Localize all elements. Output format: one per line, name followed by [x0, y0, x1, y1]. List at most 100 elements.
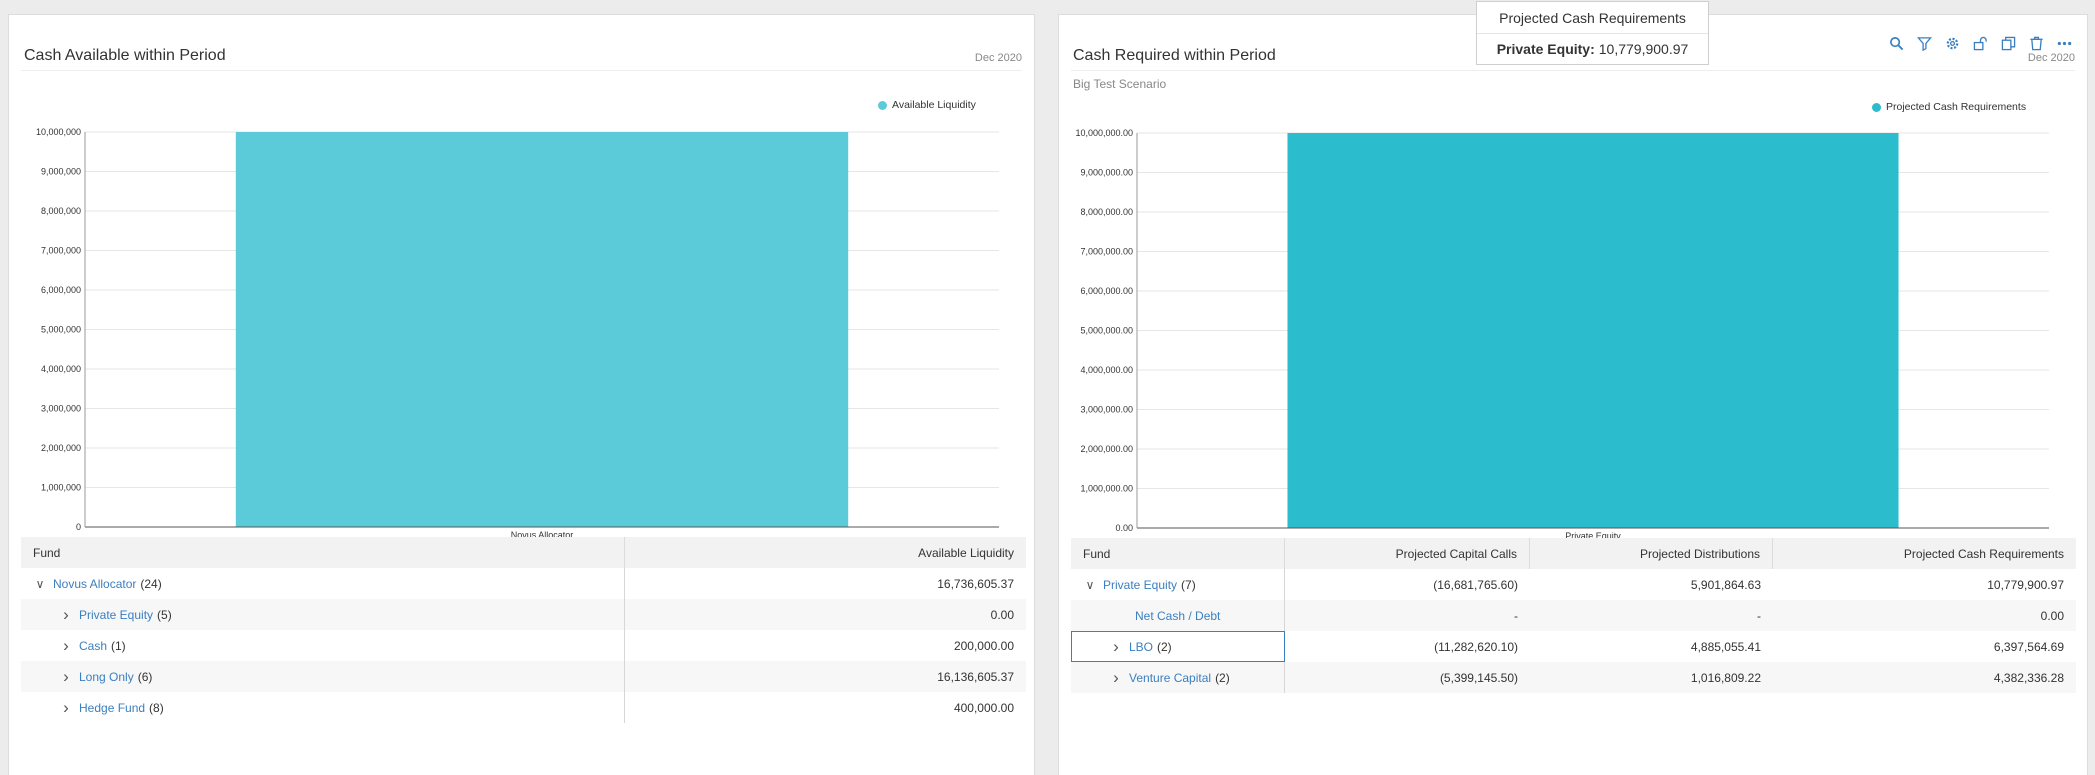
- chevron-right-icon[interactable]: ›: [63, 666, 69, 686]
- available-liquidity-grid: Fund Available Liquidity ∨ Novus Allocato…: [21, 537, 1026, 723]
- value-cell: (16,681,765.60): [1433, 577, 1518, 592]
- y-tick-label: 0: [76, 522, 81, 532]
- chevron-right-icon[interactable]: ›: [63, 604, 69, 624]
- table-row[interactable]: › LBO (2) (11,282,620.10) 4,885,055.41 6,397,…: [1071, 631, 2076, 662]
- divider: [21, 70, 1022, 71]
- more-icon[interactable]: [2056, 35, 2073, 52]
- value-cell: -: [1514, 608, 1518, 623]
- fund-count: (8): [149, 700, 164, 715]
- chevron-right-icon[interactable]: ›: [1113, 667, 1119, 687]
- tooltip-label: Private Equity:: [1496, 41, 1595, 57]
- fund-link[interactable]: Net Cash / Debt: [1135, 608, 1221, 623]
- fund-link[interactable]: Private Equity: [1103, 577, 1178, 592]
- fund-link[interactable]: Cash: [79, 638, 108, 653]
- unlock-icon[interactable]: [1972, 35, 1989, 52]
- table-row[interactable]: › Hedge Fund (8) 400,000.00: [21, 692, 1026, 723]
- legend-label: Available Liquidity: [892, 99, 976, 111]
- filter-icon[interactable]: [1916, 35, 1933, 52]
- table-row[interactable]: › Long Only (6) 16,136,605.37: [21, 661, 1026, 692]
- column-header-projected-cash-requirements[interactable]: Projected Cash Requirements: [1903, 546, 2064, 561]
- chevron-right-icon[interactable]: ›: [63, 697, 69, 717]
- chart-legend[interactable]: Projected Cash Requirements: [1872, 101, 2026, 113]
- fund-count: (1): [111, 638, 126, 653]
- search-icon[interactable]: [1888, 35, 1905, 52]
- table-row[interactable]: › Cash (1) 200,000.00: [21, 630, 1026, 661]
- tooltip-title: Projected Cash Requirements: [1477, 2, 1708, 34]
- y-tick-label: 3,000,000.00: [1080, 405, 1133, 415]
- table-row[interactable]: Net Cash / Debt - - 0.00: [1071, 600, 2076, 631]
- available-liquidity-chart: 0 1,000,000 2,000,000 3,000,000 4,000,000 5,0…: [36, 127, 999, 540]
- y-tick-label: 10,000,000: [36, 127, 81, 137]
- legend-label: Projected Cash Requirements: [1886, 101, 2027, 113]
- fund-cell[interactable]: ∨ Private Equity (7): [1071, 569, 1285, 600]
- panel-toolbar: [1888, 35, 2073, 52]
- table-row[interactable]: ∨ Novus Allocator (24) 16,736,605.37: [21, 568, 1026, 599]
- table-row[interactable]: › Venture Capital (2) (5,399,145.50) 1,016,8…: [1071, 662, 2076, 693]
- table-row[interactable]: › Private Equity (5) 0.00: [21, 599, 1026, 630]
- column-header-projected-capital-calls[interactable]: Projected Capital Calls: [1285, 538, 1530, 569]
- divider: [1071, 70, 2075, 71]
- panel-subtitle: Big Test Scenario: [1073, 77, 1167, 91]
- y-tick-label: 10,000,000.00: [1075, 128, 1133, 138]
- y-tick-label: 4,000,000: [41, 364, 81, 374]
- value-cell: 16,136,605.37: [937, 669, 1014, 684]
- y-tick-label: 9,000,000.00: [1080, 168, 1133, 178]
- fund-link[interactable]: Long Only: [79, 669, 134, 684]
- fund-count: (6): [137, 669, 153, 684]
- fund-count: (24): [140, 576, 162, 591]
- panel-title: Cash Available within Period: [24, 47, 226, 64]
- fund-cell[interactable]: ∨ Novus Allocator (24): [21, 568, 625, 599]
- chevron-down-icon[interactable]: ∨: [35, 576, 45, 591]
- fund-cell[interactable]: Net Cash / Debt: [1071, 600, 1285, 631]
- chevron-down-icon[interactable]: ∨: [1085, 577, 1095, 592]
- column-header-projected-distributions[interactable]: Projected Distributions: [1530, 538, 1773, 569]
- copy-icon[interactable]: [2000, 35, 2017, 52]
- value-cell: 0.00: [990, 607, 1014, 622]
- y-tick-label: 2,000,000: [41, 443, 81, 453]
- fund-link[interactable]: Novus Allocator: [53, 576, 137, 591]
- column-header-available-liquidity[interactable]: Available Liquidity: [918, 545, 1014, 560]
- value-cell: 0.00: [2040, 608, 2064, 623]
- cash-required-panel: Cash Required within Period Dec 2020 Big…: [1058, 14, 2088, 775]
- y-tick-label: 8,000,000: [41, 206, 81, 216]
- fund-cell[interactable]: › Cash (1): [21, 630, 625, 661]
- x-tick-label: Novus Allocator: [511, 530, 574, 540]
- gear-icon[interactable]: [1944, 35, 1961, 52]
- fund-link[interactable]: LBO: [1129, 639, 1154, 654]
- value-cell: -: [1757, 608, 1761, 623]
- fund-link[interactable]: Private Equity: [79, 607, 154, 622]
- column-header-fund[interactable]: Fund: [21, 537, 625, 568]
- column-header-fund[interactable]: Fund: [1071, 538, 1285, 569]
- fund-count: (7): [1181, 577, 1196, 592]
- bar[interactable]: [1287, 133, 1899, 528]
- value-cell: 1,016,809.22: [1690, 670, 1761, 685]
- chevron-right-icon[interactable]: ›: [1113, 636, 1119, 656]
- y-tick-label: 5,000,000.00: [1080, 326, 1133, 336]
- fund-cell[interactable]: › LBO (2): [1071, 631, 1285, 662]
- value-cell: 4,382,336.28: [1993, 670, 2064, 685]
- fund-cell[interactable]: › Private Equity (5): [21, 599, 625, 630]
- y-tick-label: 3,000,000: [41, 404, 81, 414]
- fund-link[interactable]: Venture Capital: [1129, 670, 1212, 685]
- panel-title: Cash Required within Period: [1073, 47, 1276, 64]
- fund-cell[interactable]: › Hedge Fund (8): [21, 692, 625, 723]
- bar[interactable]: [235, 132, 849, 527]
- value-cell: 5,901,864.63: [1690, 577, 1761, 592]
- table-row[interactable]: ∨ Private Equity (7) (16,681,765.60) 5,901,8…: [1071, 569, 2076, 600]
- fund-cell[interactable]: › Long Only (6): [21, 661, 625, 692]
- fund-count: (5): [157, 607, 172, 622]
- fund-cell[interactable]: › Venture Capital (2): [1071, 662, 1285, 693]
- chart-legend[interactable]: Available Liquidity: [878, 99, 976, 111]
- trash-icon[interactable]: [2028, 35, 2045, 52]
- value-cell: 16,736,605.37: [937, 576, 1014, 591]
- fund-link[interactable]: Hedge Fund: [79, 700, 146, 715]
- panel-date: Dec 2020: [2027, 52, 2075, 64]
- legend-swatch: [1872, 102, 1881, 112]
- y-tick-label: 4,000,000.00: [1080, 365, 1133, 375]
- grid-header-row: Fund Projected Capital Calls Projected D…: [1071, 538, 2076, 569]
- grid-header-row: Fund Available Liquidity: [21, 537, 1026, 568]
- tooltip-value: 10,779,900.97: [1598, 41, 1689, 57]
- chevron-right-icon[interactable]: ›: [63, 635, 69, 655]
- value-cell: (11,282,620.10): [1434, 639, 1518, 654]
- y-tick-label: 8,000,000.00: [1080, 207, 1133, 217]
